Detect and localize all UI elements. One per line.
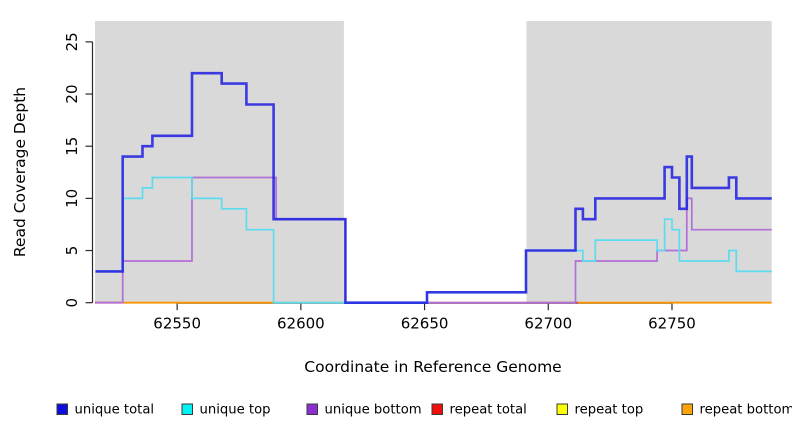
x-tick-label: 62550 — [153, 315, 201, 333]
shaded-regions — [95, 21, 772, 303]
y-axis-title: Read Coverage Depth — [11, 87, 29, 257]
y-tick-label: 20 — [63, 84, 81, 103]
series-line-unique-total — [95, 71, 772, 304]
coverage-region-band — [526, 21, 772, 303]
legend: unique total unique top unique bottom repea… — [56, 403, 792, 418]
legend-swatch-repeat-top — [556, 403, 568, 415]
coverage-region-band — [95, 21, 344, 303]
legend-swatch-repeat-total — [431, 403, 443, 415]
x-tick-label: 62650 — [401, 315, 449, 333]
legend-label-unique-bottom: unique bottom — [325, 403, 422, 418]
legend-swatch-unique-total — [56, 403, 68, 415]
y-axis: 0 5 10 15 20 25 — [63, 32, 94, 308]
legend-swatch-unique-bottom — [306, 403, 318, 415]
y-tick-label: 15 — [63, 137, 81, 156]
x-axis: 62550 62600 62650 62700 62750 — [153, 302, 696, 333]
legend-swatch-repeat-bottom — [681, 403, 693, 415]
x-tick-label: 62750 — [648, 315, 696, 333]
series-lines — [95, 71, 772, 304]
y-tick-label: 25 — [63, 32, 81, 51]
legend-label-repeat-bottom: repeat bottom — [700, 403, 792, 418]
y-tick-label: 0 — [63, 298, 81, 308]
legend-label-unique-total: unique total — [75, 403, 155, 418]
x-axis-title: Coordinate in Reference Genome — [304, 358, 561, 376]
y-tick-label: 10 — [63, 189, 81, 208]
x-tick-label: 62700 — [524, 315, 572, 333]
y-tick-label: 5 — [63, 246, 81, 256]
x-tick-label: 62600 — [277, 315, 325, 333]
legend-swatch-unique-top — [181, 403, 193, 415]
legend-label-repeat-top: repeat top — [575, 403, 644, 418]
legend-label-repeat-total: repeat total — [450, 403, 527, 418]
legend-label-unique-top: unique top — [200, 403, 271, 418]
